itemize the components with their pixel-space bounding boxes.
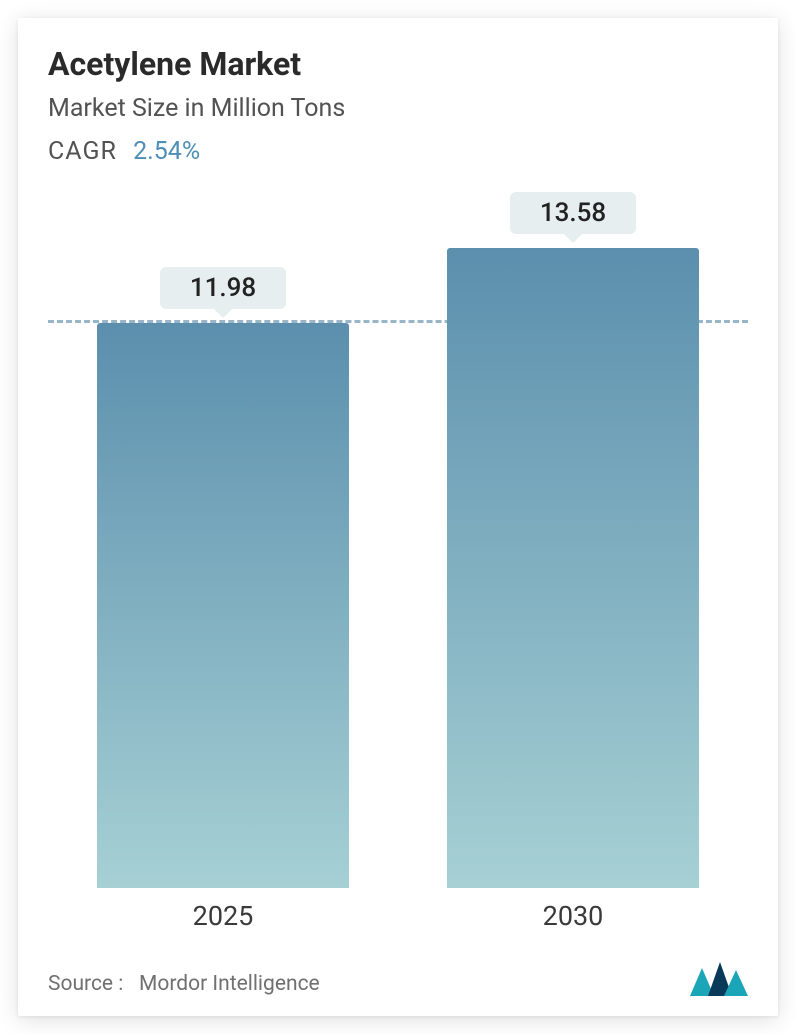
- value-badge-1: 13.58: [510, 192, 636, 234]
- bar-1: [447, 248, 699, 888]
- x-axis-labels: 2025 2030: [48, 900, 748, 932]
- source-name: Mordor Intelligence: [139, 972, 320, 996]
- bars-container: 11.98 13.58: [48, 196, 748, 888]
- x-label-0: 2025: [73, 900, 373, 932]
- bar-slot-1: 13.58: [423, 192, 723, 888]
- chart-title: Acetylene Market: [48, 44, 748, 84]
- source-text: Source : Mordor Intelligence: [48, 972, 320, 996]
- bar-slot-0: 11.98: [73, 267, 373, 888]
- mordor-logo-icon: [690, 960, 748, 996]
- chart-plot-area: 11.98 13.58: [48, 196, 748, 888]
- cagr-label: CAGR: [48, 137, 117, 166]
- footer: Source : Mordor Intelligence: [48, 960, 748, 996]
- cagr-line: CAGR 2.54%: [48, 137, 748, 166]
- chart-subtitle: Market Size in Million Tons: [48, 94, 748, 123]
- value-badge-0: 11.98: [160, 267, 286, 309]
- x-label-1: 2030: [423, 900, 723, 932]
- cagr-value: 2.54%: [133, 137, 200, 166]
- bar-0: [97, 323, 349, 888]
- source-label: Source :: [48, 972, 123, 996]
- chart-card: Acetylene Market Market Size in Million …: [18, 18, 778, 1016]
